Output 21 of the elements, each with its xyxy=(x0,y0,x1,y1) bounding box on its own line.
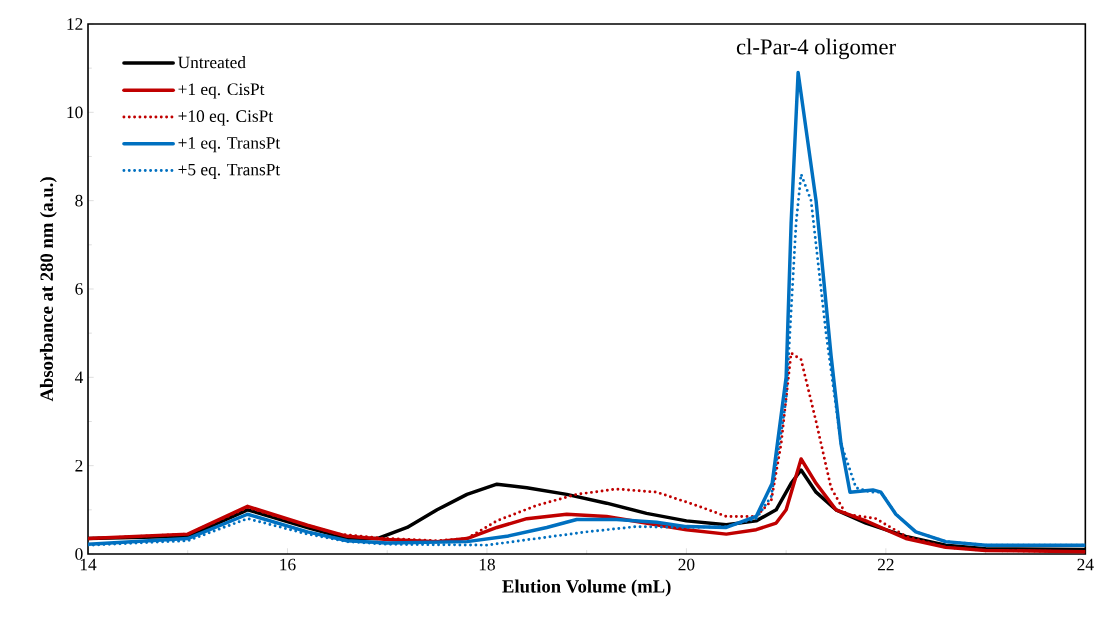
x-tick-label: 22 xyxy=(877,558,894,571)
legend-label: +1 eq. TransPt xyxy=(178,137,281,153)
y-tick-label: 4 xyxy=(74,371,84,384)
legend-label: +5 eq. TransPt xyxy=(178,163,281,179)
legend-label: +1 eq. CisPt xyxy=(178,83,265,99)
y-tick-label: 0 xyxy=(75,548,83,560)
y-tick-label: 12 xyxy=(67,18,83,30)
x-tick-label: 16 xyxy=(280,558,296,571)
x-tick-label: 20 xyxy=(678,558,695,571)
y-tick-label: 6 xyxy=(75,283,83,295)
x-tick-label: 18 xyxy=(479,558,495,571)
y-tick-label: 8 xyxy=(75,194,83,207)
legend-label: +10 eq. CisPt xyxy=(178,110,274,126)
y-axis-title: Absorbance at 280 nm (a.u.) xyxy=(39,177,57,402)
x-axis-title: Elution Volume (mL) xyxy=(502,579,671,597)
x-tick-label: 24 xyxy=(1077,558,1094,571)
y-tick-label: 10 xyxy=(67,106,83,119)
y-tick-label: 2 xyxy=(75,459,83,472)
legend-label: Untreated xyxy=(178,56,246,69)
x-tick-label: 14 xyxy=(80,558,97,571)
annotation: cl-Par-4 oligomer xyxy=(736,38,896,60)
